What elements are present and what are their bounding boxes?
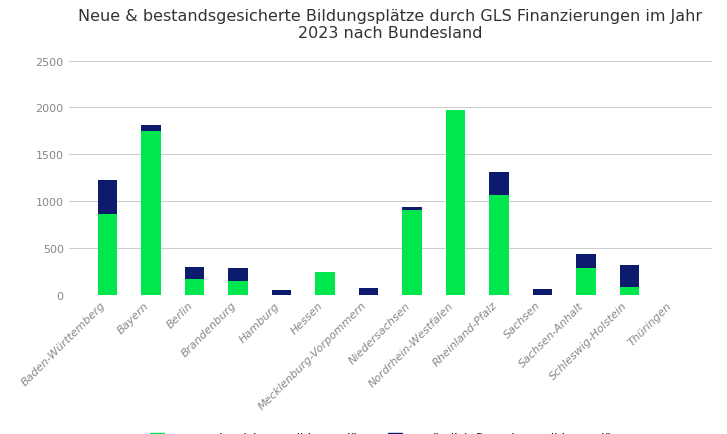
Bar bbox=[446, 111, 465, 295]
Bar bbox=[489, 172, 509, 196]
Bar bbox=[185, 267, 204, 279]
Bar bbox=[98, 215, 117, 295]
Bar bbox=[619, 287, 639, 295]
Bar bbox=[316, 273, 335, 295]
Bar bbox=[141, 126, 161, 132]
Bar bbox=[489, 196, 509, 295]
Bar bbox=[402, 210, 422, 295]
Bar bbox=[358, 288, 378, 295]
Bar bbox=[228, 281, 248, 295]
Bar bbox=[577, 269, 596, 295]
Bar bbox=[533, 289, 553, 295]
Bar bbox=[98, 180, 117, 215]
Bar bbox=[185, 279, 204, 295]
Bar bbox=[141, 132, 161, 295]
Bar bbox=[402, 208, 422, 210]
Bar bbox=[619, 265, 639, 287]
Legend: Bestandgesicherte Bildungsplätze, Zusätzlich finanzierte Bildungsplätze: Bestandgesicherte Bildungsplätze, Zusätz… bbox=[145, 427, 635, 434]
Bar bbox=[228, 269, 248, 281]
Bar bbox=[577, 254, 596, 269]
Bar bbox=[272, 290, 292, 295]
Title: Neue & bestandsgesicherte Bildungsplätze durch GLS Finanzierungen im Jahr
2023 n: Neue & bestandsgesicherte Bildungsplätze… bbox=[79, 9, 702, 41]
